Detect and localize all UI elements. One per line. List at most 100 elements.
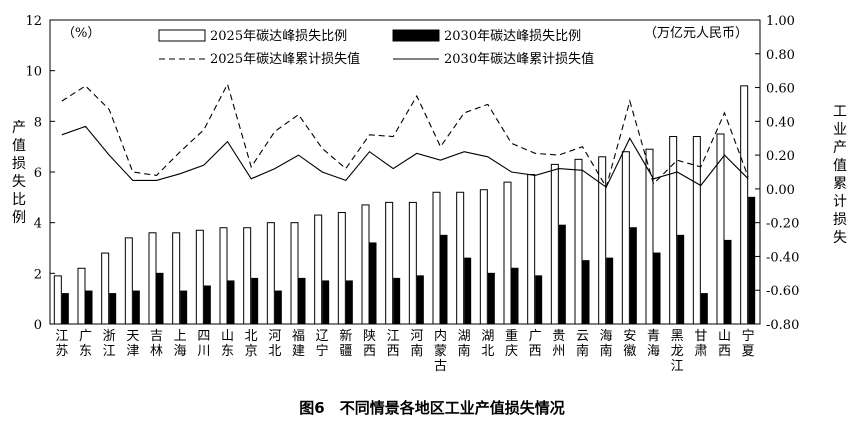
bars (53, 85, 756, 325)
right-tick-label: 0.40 (766, 115, 795, 130)
left-tick-label: 6 (34, 166, 42, 181)
x-tick-label-21: 贵 (552, 329, 565, 344)
x-tick-label-29: 夏 (742, 344, 755, 359)
x-tick-label-15: 河 (410, 329, 423, 344)
left-tick-label: 12 (25, 14, 42, 29)
legend-swatch-2025-bar (158, 29, 206, 42)
bar-2030-10 (298, 277, 306, 325)
bar-2025-21 (550, 163, 559, 325)
bar-2030-21 (558, 224, 566, 325)
left-tick-label: 0 (34, 318, 42, 333)
bar-2025-12 (337, 212, 346, 325)
legend-swatch-2030-bar (392, 29, 440, 42)
bar-2030-27 (700, 293, 708, 325)
bar-2030-22 (582, 260, 590, 325)
x-tick-label-2: 江 (103, 344, 116, 359)
bar-2025-2 (101, 252, 110, 325)
bar-2030-1 (85, 290, 93, 325)
bar-2025-28 (716, 133, 725, 325)
right-axis-label-char: 业 (833, 122, 847, 138)
right-tick-label: 1.00 (766, 14, 795, 29)
legend-label-2030-bar: 2030年碳达峰损失比例 (444, 29, 581, 44)
x-tick-label-0: 江 (55, 329, 68, 344)
right-tick-label: 0.80 (766, 48, 795, 63)
bar-2030-28 (724, 239, 732, 325)
bar-2025-16 (432, 191, 441, 325)
right-axis-label-char: 累 (833, 176, 847, 192)
bar-2030-0 (61, 293, 69, 325)
bar-2030-3 (132, 290, 140, 325)
x-tick-label-4: 吉 (150, 329, 163, 344)
bar-2030-24 (629, 227, 637, 325)
x-tick-label-4: 林 (150, 344, 163, 359)
bar-2030-29 (748, 196, 756, 325)
x-tick-label-26: 黑 (671, 329, 684, 344)
x-tick-label-13: 西 (363, 344, 376, 359)
right-tick-label: -0.20 (766, 217, 799, 232)
bar-2025-4 (148, 232, 157, 325)
left-tick-label: 2 (34, 267, 42, 282)
x-tick-label-21: 州 (552, 344, 565, 359)
bar-2025-3 (124, 237, 133, 325)
x-tick-label-19: 重 (505, 328, 518, 344)
bar-2030-12 (345, 280, 353, 325)
bar-2025-23 (598, 156, 607, 325)
bar-2030-26 (677, 234, 685, 325)
x-tick-label-11: 宁 (316, 343, 329, 359)
x-tick-label-29: 宁 (742, 328, 755, 344)
bar-2025-22 (574, 158, 583, 325)
bar-2025-19 (503, 181, 512, 325)
right-axis-label-char: 产 (833, 140, 847, 156)
bar-2030-8 (251, 277, 259, 325)
right-tick-label: -0.40 (766, 250, 799, 265)
x-tick-label-2: 浙 (103, 329, 116, 344)
bar-2025-24 (621, 151, 630, 325)
bar-2025-11 (314, 214, 323, 325)
x-tick-label-28: 西 (718, 344, 731, 359)
bar-2025-10 (290, 222, 299, 325)
bar-2025-13 (361, 204, 370, 325)
legend-label-2030-line: 2030年碳达峰累计损失值 (444, 51, 594, 67)
left-axis-label-char: 产 (12, 120, 26, 136)
bar-2025-5 (172, 232, 181, 325)
x-tick-label-23: 海 (600, 329, 613, 344)
bar-2030-2 (109, 293, 117, 325)
bar-2030-6 (203, 285, 211, 325)
x-tick-label-8: 京 (245, 344, 258, 359)
bar-2030-9 (274, 290, 282, 325)
x-tick-labels: 江苏广东浙江天津吉林上海四川山东北京河北福建辽宁新疆陕西江西河南内蒙古湖南湖北重… (55, 328, 754, 374)
line-2030-cumulative (61, 125, 749, 189)
x-tick-label-6: 四 (197, 329, 210, 344)
left-tick-label: 10 (25, 65, 42, 80)
bar-2030-7 (227, 280, 235, 325)
bar-2030-15 (416, 275, 424, 325)
x-tick-label-27: 甘 (694, 329, 707, 344)
bar-2025-17 (456, 191, 465, 325)
x-tick-label-19: 庆 (505, 344, 518, 359)
bar-2025-0 (53, 275, 62, 325)
right-tick-label: -0.80 (766, 318, 799, 333)
x-tick-label-22: 云 (576, 329, 589, 344)
bar-2030-4 (156, 272, 164, 325)
right-axis-label-char: 失 (833, 230, 847, 246)
x-tick-label-20: 西 (529, 344, 542, 359)
bar-2030-20 (535, 275, 543, 325)
bar-2030-11 (322, 280, 330, 325)
x-tick-label-22: 南 (576, 343, 589, 359)
bar-2030-18 (487, 272, 495, 325)
x-tick-label-26: 龙 (671, 344, 684, 359)
left-axis-label-char: 失 (12, 174, 26, 190)
x-tick-label-7: 山 (221, 329, 234, 344)
x-tick-label-16: 古 (434, 359, 447, 374)
right-tick-label: 0.20 (766, 149, 795, 164)
bar-2025-25 (645, 148, 654, 325)
legend-label-2025-bar: 2025年碳达峰损失比例 (210, 29, 347, 44)
bar-2025-14 (385, 201, 394, 325)
x-tick-label-1: 东 (79, 344, 92, 359)
bar-2025-26 (669, 136, 678, 325)
x-tick-label-14: 西 (387, 344, 400, 359)
x-tick-label-3: 天 (126, 329, 139, 344)
left-axis-unit: （%） (62, 26, 100, 41)
x-tick-label-27: 肃 (694, 344, 707, 359)
x-tick-label-10: 建 (292, 344, 305, 359)
